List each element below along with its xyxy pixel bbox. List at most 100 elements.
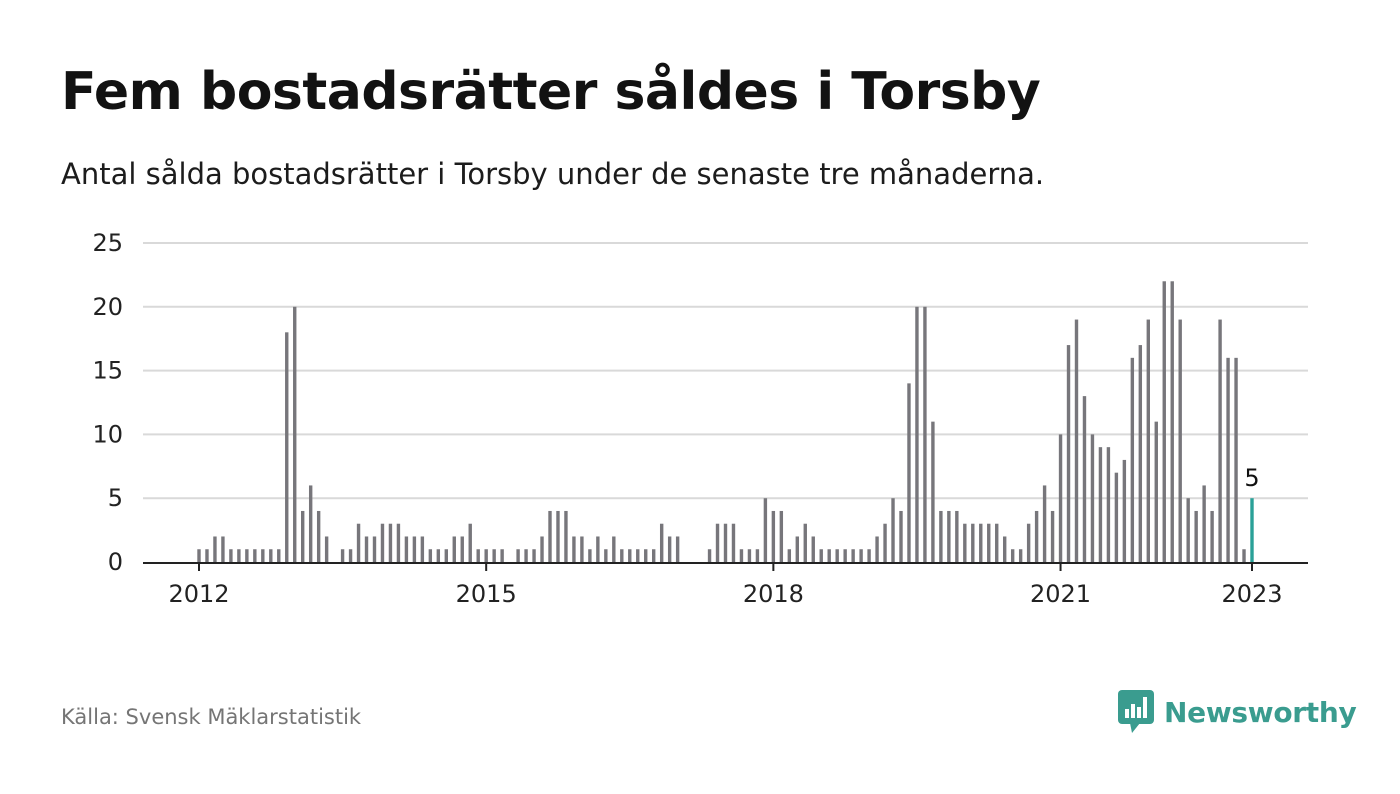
bar — [1090, 434, 1095, 562]
bar — [532, 549, 536, 562]
bar-chart: 0 5 10 15 20 25 2012 2015 2018 2021 2023 5 — [92, 229, 1308, 608]
bar — [899, 510, 903, 562]
bar — [827, 549, 831, 562]
bar — [404, 536, 409, 562]
bar — [1170, 281, 1174, 562]
bar — [1026, 523, 1031, 562]
bar — [747, 549, 752, 562]
bar — [1218, 319, 1222, 562]
bar — [1162, 281, 1166, 562]
bar — [540, 536, 544, 562]
bar-highlight — [1250, 498, 1254, 562]
bar — [1146, 319, 1150, 562]
bar — [652, 549, 656, 562]
bar — [851, 549, 855, 562]
bar — [1130, 357, 1135, 562]
y-tick-label: 10 — [92, 420, 123, 448]
bar — [1074, 319, 1079, 562]
bar — [939, 510, 943, 562]
bar — [1242, 549, 1246, 562]
bar — [388, 523, 393, 562]
y-axis: 0 5 10 15 20 25 — [92, 229, 123, 576]
bar — [436, 549, 441, 562]
x-axis: 2012 2015 2018 2021 2023 — [143, 562, 1308, 608]
bar — [995, 523, 999, 562]
bar — [1234, 357, 1238, 562]
bar — [277, 549, 281, 562]
bar — [460, 536, 464, 562]
bar — [340, 549, 345, 562]
bar — [356, 523, 361, 562]
bar — [811, 536, 815, 562]
bar — [452, 536, 456, 562]
bar — [213, 536, 217, 562]
y-tick-label: 20 — [92, 293, 123, 321]
bar — [867, 549, 871, 562]
bar — [795, 536, 799, 562]
x-tick-label: 2015 — [456, 580, 517, 608]
bar — [843, 549, 847, 562]
bar — [1058, 434, 1063, 562]
bar — [444, 549, 448, 562]
bar — [269, 549, 273, 562]
bar — [285, 332, 289, 562]
bar — [971, 523, 975, 562]
bar — [412, 536, 417, 562]
bar — [644, 549, 648, 562]
y-tick-label: 5 — [108, 484, 123, 512]
bar — [771, 510, 776, 562]
bar — [564, 510, 568, 562]
bar — [1050, 510, 1055, 562]
bar — [947, 510, 951, 562]
bar — [245, 549, 249, 562]
x-tick-label: 2018 — [743, 580, 804, 608]
bar — [237, 549, 241, 562]
bar — [580, 536, 584, 562]
bar — [1003, 536, 1007, 562]
bar — [316, 510, 321, 562]
bar — [875, 536, 879, 562]
bar — [596, 536, 600, 562]
chart-title: Fem bostadsrätter såldes i Torsby — [61, 62, 1041, 122]
bar — [987, 523, 991, 562]
bar — [1034, 510, 1039, 562]
bar — [835, 549, 839, 562]
y-tick-label: 25 — [92, 229, 123, 257]
bar — [636, 549, 640, 562]
bar — [197, 549, 201, 562]
bar — [1122, 459, 1127, 562]
bar — [221, 536, 225, 562]
bar — [891, 498, 895, 562]
bar — [955, 510, 959, 562]
bar — [229, 549, 233, 562]
bar — [723, 523, 728, 562]
bar — [1066, 345, 1071, 562]
bar — [548, 510, 552, 562]
data-labels: 5 — [1244, 464, 1259, 492]
bar — [628, 549, 632, 562]
bar — [667, 536, 672, 562]
bar — [468, 523, 472, 562]
bar — [1042, 485, 1047, 562]
bar — [1186, 498, 1190, 562]
x-tick-label: 2023 — [1221, 580, 1282, 608]
bar — [516, 549, 520, 562]
bar — [364, 536, 369, 562]
bar — [612, 536, 616, 562]
bar — [380, 523, 385, 562]
bar — [803, 523, 807, 562]
bar — [1098, 447, 1103, 562]
bar — [963, 523, 967, 562]
bar — [979, 523, 983, 562]
bar — [372, 536, 377, 562]
bar — [1194, 510, 1198, 562]
gridlines — [143, 242, 1308, 500]
bar — [883, 523, 887, 562]
bar — [524, 549, 528, 562]
bar — [301, 510, 305, 562]
bar — [261, 549, 265, 562]
bar — [931, 421, 935, 562]
brand-name: Newsworthy — [1164, 695, 1357, 729]
bar — [420, 536, 425, 562]
bar — [484, 549, 488, 562]
